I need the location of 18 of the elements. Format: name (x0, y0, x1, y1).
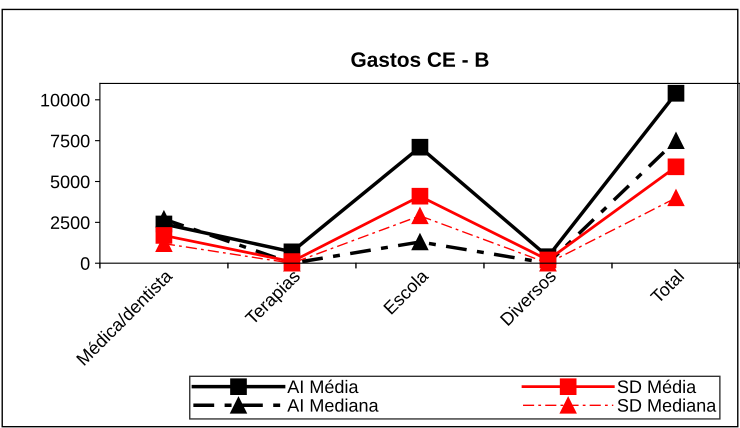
y-tick-label: 0 (80, 257, 90, 270)
legend-label: SD Média (618, 380, 696, 394)
point (668, 132, 684, 149)
point (668, 84, 684, 102)
point (412, 234, 428, 250)
y-tick-label: 7500 (50, 134, 90, 148)
y-tick-label: 5000 (50, 175, 90, 188)
legend-label: SD Mediana (618, 398, 716, 412)
y-tick-label: 2500 (50, 216, 90, 230)
y-tick-label: 10000 (41, 94, 90, 107)
point (412, 207, 428, 224)
legend-label: AI Média (287, 380, 358, 394)
point (412, 138, 428, 156)
point (668, 190, 684, 206)
chart-title: Gastos CE - B (351, 52, 488, 67)
point (668, 158, 684, 176)
point (412, 188, 428, 205)
legend-label: AI Mediana (287, 398, 379, 412)
